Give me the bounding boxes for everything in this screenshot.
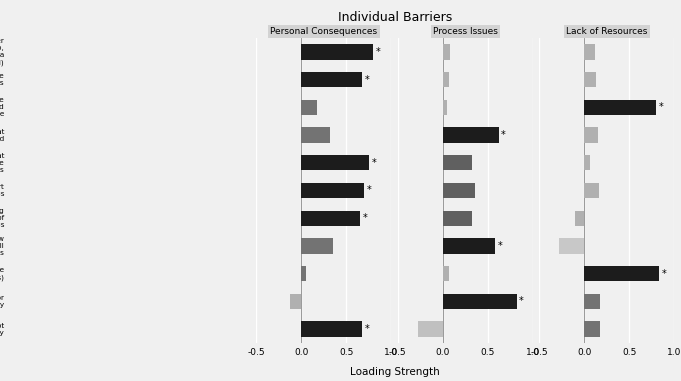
Bar [559, 238, 584, 253]
Bar [301, 183, 364, 198]
Text: *: * [519, 296, 524, 306]
Text: *: * [659, 102, 664, 112]
Bar [443, 128, 498, 143]
Title: Process Issues: Process Issues [433, 27, 498, 36]
Bar [301, 266, 306, 281]
Bar [443, 211, 473, 226]
Text: *: * [367, 186, 372, 195]
Bar [584, 266, 659, 281]
Bar [301, 155, 368, 170]
Bar [301, 322, 362, 337]
Text: *: * [362, 213, 367, 223]
Bar [301, 44, 373, 59]
Bar [417, 322, 443, 337]
Bar [443, 183, 475, 198]
Bar [584, 183, 599, 198]
Text: *: * [365, 324, 370, 334]
Bar [443, 238, 495, 253]
Bar [301, 100, 317, 115]
Text: *: * [376, 47, 381, 57]
Text: *: * [498, 241, 503, 251]
Bar [301, 211, 360, 226]
Bar [584, 128, 598, 143]
Bar [584, 155, 590, 170]
Bar [584, 72, 596, 87]
Title: Personal Consequences: Personal Consequences [270, 27, 377, 36]
Bar [575, 211, 584, 226]
Bar [443, 44, 450, 59]
Bar [301, 72, 362, 87]
Bar [584, 44, 595, 59]
Bar [301, 128, 330, 143]
Bar [443, 294, 516, 309]
Bar [301, 238, 333, 253]
Text: *: * [371, 158, 376, 168]
Bar [443, 72, 449, 87]
Bar [443, 266, 449, 281]
Bar [584, 294, 601, 309]
Text: Loading Strength: Loading Strength [350, 367, 440, 377]
Title: Lack of Resources: Lack of Resources [566, 27, 648, 36]
Text: *: * [661, 269, 666, 279]
Text: Individual Barriers: Individual Barriers [338, 11, 452, 24]
Bar [584, 322, 601, 337]
Bar [443, 100, 447, 115]
Bar [291, 294, 301, 309]
Text: *: * [365, 75, 370, 85]
Text: *: * [501, 130, 506, 140]
Bar [584, 100, 656, 115]
Bar [443, 155, 471, 170]
